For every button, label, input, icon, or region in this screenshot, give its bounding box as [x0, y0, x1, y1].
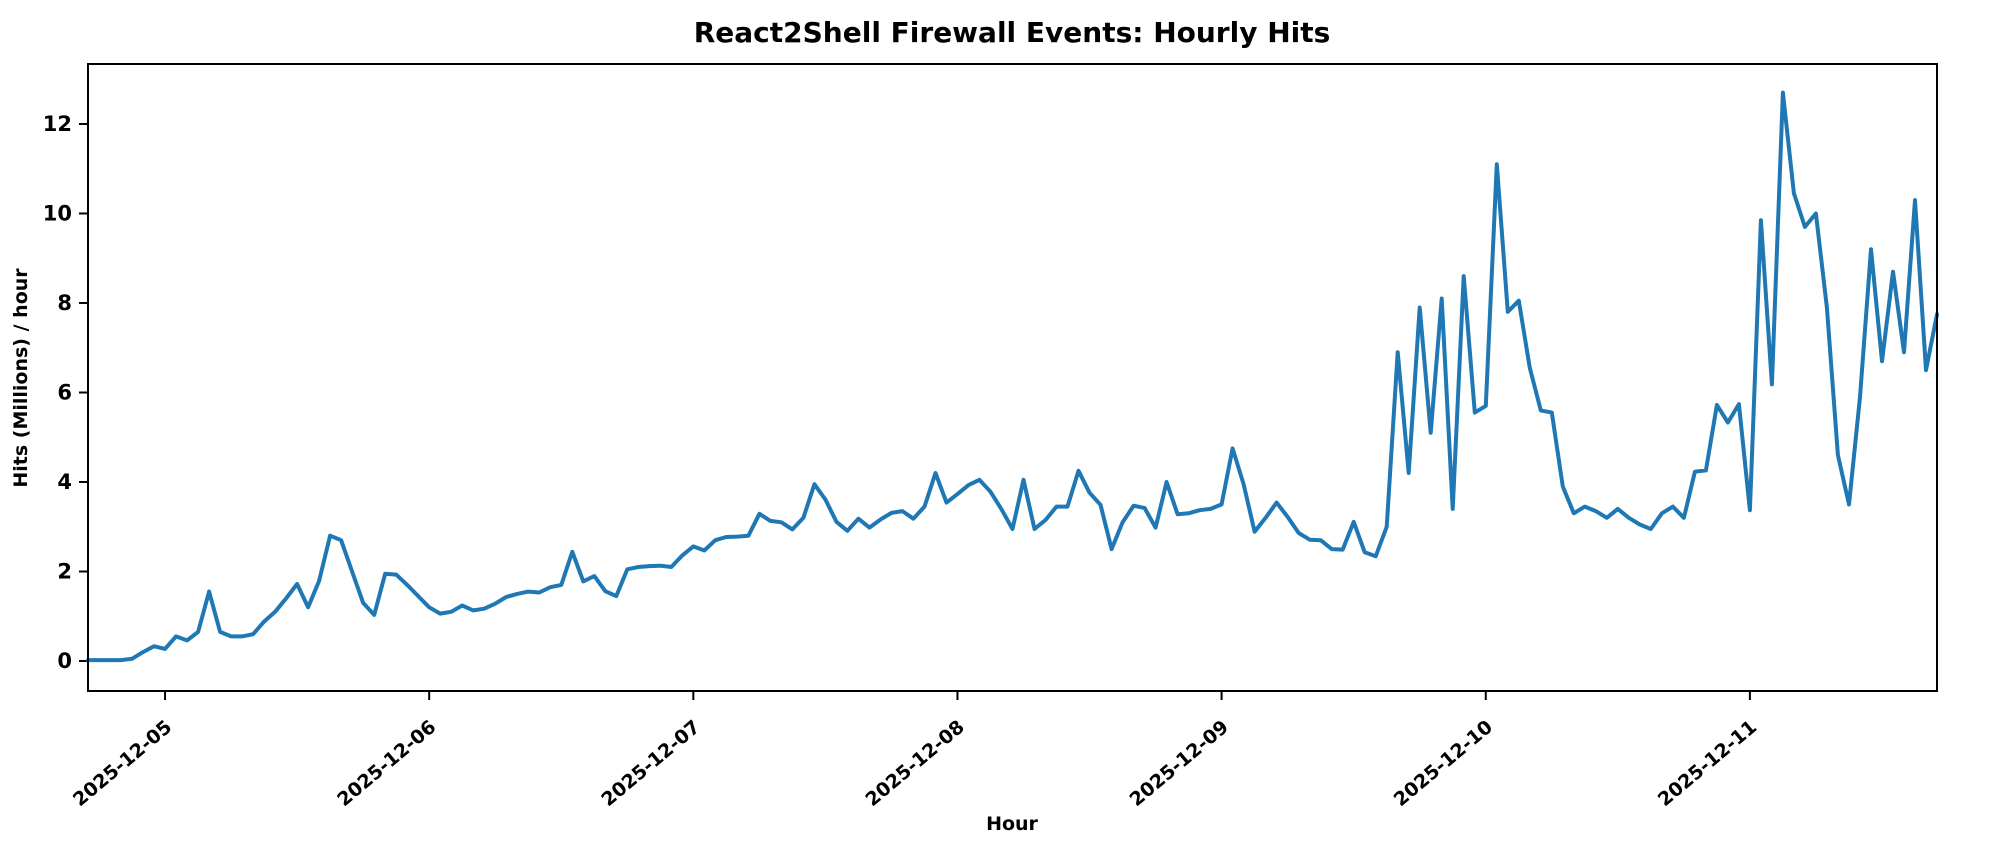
x-tick-label: 2025-12-05	[69, 716, 176, 811]
x-tick-label: 2025-12-07	[597, 716, 704, 811]
y-tick-label: 8	[57, 291, 72, 315]
y-axis-label: Hits (Millions) / hour	[10, 268, 32, 488]
y-tick-label: 2	[57, 560, 72, 584]
x-tick-label: 2025-12-09	[1126, 716, 1233, 811]
hits-line-series	[86, 90, 1939, 663]
chart-title: React2Shell Firewall Events: Hourly Hits	[694, 16, 1331, 49]
x-tick-label: 2025-12-11	[1654, 716, 1761, 811]
y-tick-label: 6	[57, 380, 72, 404]
plot-area	[88, 64, 1937, 691]
x-tick-label: 2025-12-06	[333, 716, 440, 811]
x-axis-ticks: 2025-12-05 2025-12-06 2025-12-07 2025-12-08…	[69, 691, 1761, 811]
y-axis-ticks: 0 2 4 6 8 10 12	[43, 112, 88, 673]
y-tick-label: 0	[57, 649, 72, 673]
plot-frame	[87, 63, 1938, 692]
y-tick-label: 4	[57, 470, 72, 494]
x-tick-label: 2025-12-08	[861, 716, 968, 811]
y-tick-label: 10	[43, 201, 72, 225]
y-tick-label: 12	[43, 112, 72, 136]
x-tick-label: 2025-12-10	[1390, 716, 1497, 811]
x-axis-label: Hour	[986, 813, 1038, 835]
